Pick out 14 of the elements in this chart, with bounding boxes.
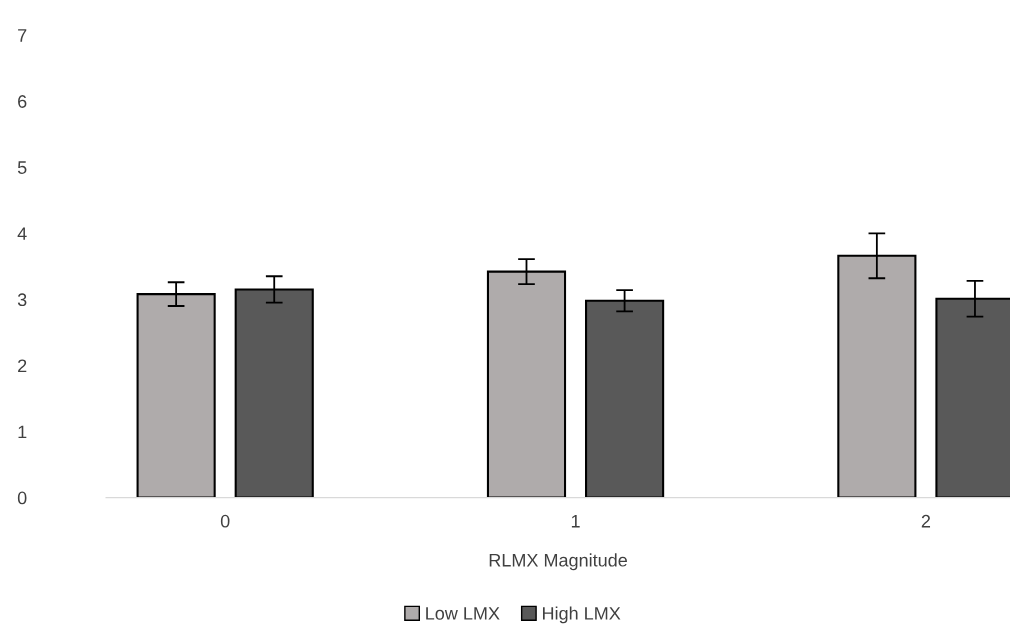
y-tick-label: 3 — [17, 293, 27, 307]
x-tick-label: 0 — [220, 514, 230, 528]
y-tick-label: 6 — [18, 95, 27, 108]
y-tick-label: 4 — [17, 227, 27, 240]
x-tick-label: 1 — [571, 514, 580, 528]
y-tick-label: 1 — [18, 425, 27, 439]
x-axis-title: RLMX Magnitude — [489, 553, 627, 571]
y-tick-label: 0 — [17, 491, 27, 505]
x-tick-label: 2 — [921, 514, 931, 528]
y-tick-label: 5 — [17, 161, 27, 174]
legend-label: High LMX — [543, 606, 621, 624]
y-tick-label: 7 — [18, 29, 27, 42]
y-tick-label: 2 — [18, 359, 27, 373]
legend-label: Low LMX — [426, 607, 500, 620]
